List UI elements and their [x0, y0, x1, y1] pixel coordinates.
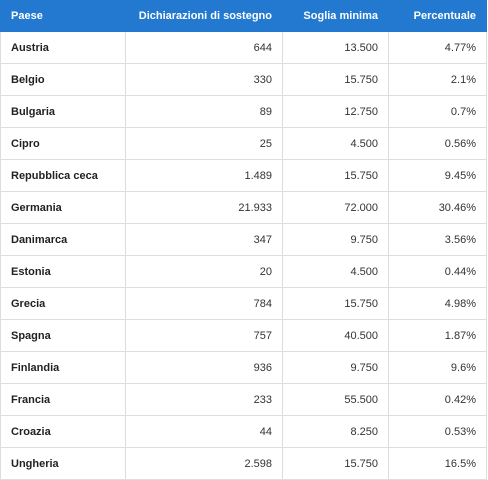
country-cell: Estonia — [0, 255, 126, 288]
value-cell: 72.000 — [282, 191, 389, 224]
value-cell: 0.56% — [388, 127, 487, 160]
value-cell: 4.500 — [282, 127, 389, 160]
value-cell: 0.53% — [388, 415, 487, 448]
country-cell: Cipro — [0, 127, 126, 160]
value-cell: 15.750 — [282, 63, 389, 96]
table-body: Austria 644 13.500 4.77% Belgio 330 15.750 2.1%… — [0, 31, 487, 480]
header-cell: Dichiarazioni di sostegno — [125, 0, 283, 32]
value-cell: 9.750 — [282, 223, 389, 256]
value-cell: 15.750 — [282, 159, 389, 192]
country-cell: Spagna — [0, 319, 126, 352]
table-row: Bulgaria 89 12.750 0.7% — [0, 95, 487, 128]
table-row: Danimarca 347 9.750 3.56% — [0, 223, 487, 256]
value-cell: 330 — [125, 63, 283, 96]
country-cell: Repubblica ceca — [0, 159, 126, 192]
value-cell: 25 — [125, 127, 283, 160]
country-cell: Austria — [0, 31, 126, 64]
value-cell: 4.98% — [388, 287, 487, 320]
table-row: Spagna 757 40.500 1.87% — [0, 319, 487, 352]
country-cell: Bulgaria — [0, 95, 126, 128]
table-row: Grecia 784 15.750 4.98% — [0, 287, 487, 320]
value-cell: 2.598 — [125, 447, 283, 480]
country-cell: Francia — [0, 383, 126, 416]
value-cell: 9.45% — [388, 159, 487, 192]
country-cell: Danimarca — [0, 223, 126, 256]
table-row: Francia 233 55.500 0.42% — [0, 383, 487, 416]
table-row: Austria 644 13.500 4.77% — [0, 31, 487, 64]
country-cell: Finlandia — [0, 351, 126, 384]
value-cell: 757 — [125, 319, 283, 352]
header-row: Paese Dichiarazioni di sostegno Soglia min… — [0, 0, 487, 32]
header-cell: Soglia minima — [282, 0, 389, 32]
value-cell: 0.7% — [388, 95, 487, 128]
value-cell: 2.1% — [388, 63, 487, 96]
table-row: Cipro 25 4.500 0.56% — [0, 127, 487, 160]
country-cell: Belgio — [0, 63, 126, 96]
value-cell: 4.500 — [282, 255, 389, 288]
value-cell: 20 — [125, 255, 283, 288]
value-cell: 936 — [125, 351, 283, 384]
table-row: Belgio 330 15.750 2.1% — [0, 63, 487, 96]
country-cell: Germania — [0, 191, 126, 224]
table-row: Finlandia 936 9.750 9.6% — [0, 351, 487, 384]
country-cell: Ungheria — [0, 447, 126, 480]
value-cell: 9.750 — [282, 351, 389, 384]
value-cell: 44 — [125, 415, 283, 448]
value-cell: 55.500 — [282, 383, 389, 416]
value-cell: 347 — [125, 223, 283, 256]
value-cell: 40.500 — [282, 319, 389, 352]
value-cell: 644 — [125, 31, 283, 64]
value-cell: 1.489 — [125, 159, 283, 192]
value-cell: 21.933 — [125, 191, 283, 224]
value-cell: 8.250 — [282, 415, 389, 448]
value-cell: 9.6% — [388, 351, 487, 384]
value-cell: 30.46% — [388, 191, 487, 224]
value-cell: 15.750 — [282, 287, 389, 320]
value-cell: 1.87% — [388, 319, 487, 352]
header-cell: Percentuale — [388, 0, 487, 32]
value-cell: 233 — [125, 383, 283, 416]
value-cell: 784 — [125, 287, 283, 320]
table-row: Estonia 20 4.500 0.44% — [0, 255, 487, 288]
value-cell: 89 — [125, 95, 283, 128]
table-row: Croazia 44 8.250 0.53% — [0, 415, 487, 448]
table-row: Repubblica ceca 1.489 15.750 9.45% — [0, 159, 487, 192]
country-cell: Grecia — [0, 287, 126, 320]
table-row: Ungheria 2.598 15.750 16.5% — [0, 447, 487, 480]
value-cell: 4.77% — [388, 31, 487, 64]
country-cell: Croazia — [0, 415, 126, 448]
value-cell: 15.750 — [282, 447, 389, 480]
value-cell: 16.5% — [388, 447, 487, 480]
value-cell: 13.500 — [282, 31, 389, 64]
value-cell: 0.42% — [388, 383, 487, 416]
value-cell: 3.56% — [388, 223, 487, 256]
value-cell: 12.750 — [282, 95, 389, 128]
table-row: Germania 21.933 72.000 30.46% — [0, 191, 487, 224]
header-cell: Paese — [0, 0, 126, 32]
value-cell: 0.44% — [388, 255, 487, 288]
